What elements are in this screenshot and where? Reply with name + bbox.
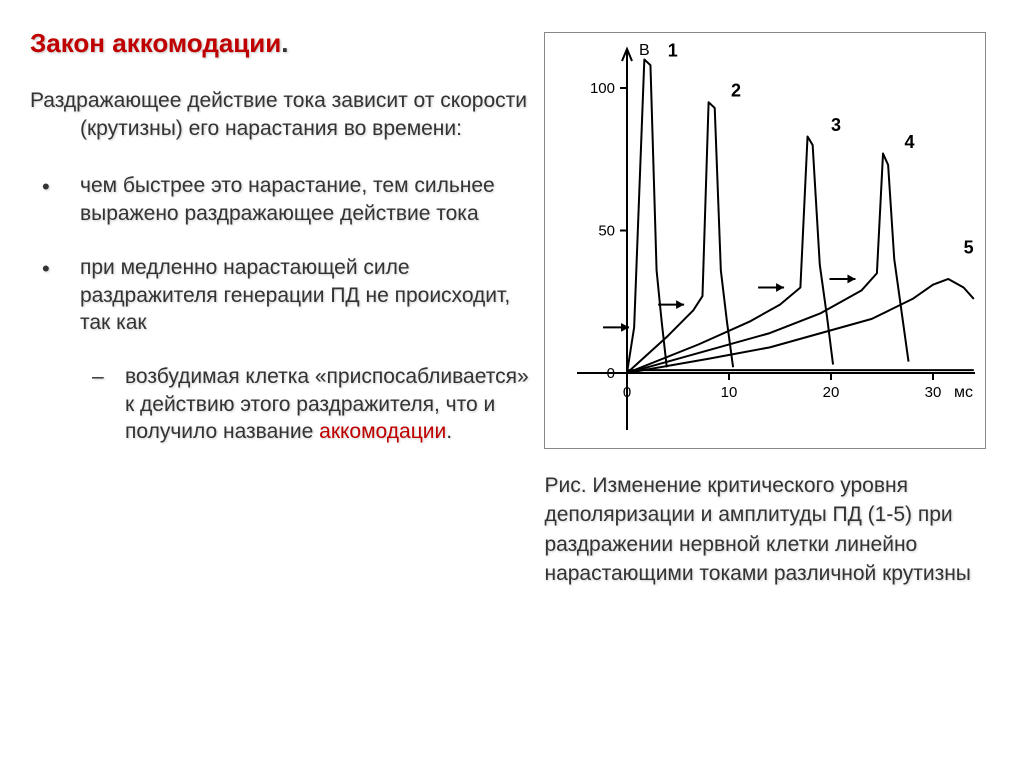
sub-bullet: возбудимая клетка «приспосабливается» к … [30, 363, 534, 446]
svg-text:100: 100 [590, 80, 615, 97]
page-title: Закон аккомодации. [30, 28, 534, 59]
intro-paragraph: Раздражающее действие тока зависит от ск… [30, 87, 534, 142]
title-dot: . [281, 28, 288, 58]
chart-figure: 0 50 100 0 10 20 30 Bмс 1 2 3 4 5 [544, 32, 986, 449]
bullet-2: при медленно нарастающей силе раздражите… [30, 254, 534, 337]
svg-text:B: B [639, 42, 650, 59]
svg-text:50: 50 [599, 223, 616, 240]
figure-caption: Рис. Изменение критического уровня депол… [544, 471, 994, 589]
svg-text:2: 2 [732, 81, 742, 101]
title-text: Закон аккомодации [30, 28, 281, 58]
svg-text:0: 0 [623, 384, 631, 401]
bullet-1: чем быстрее это нарастание, тем сильнее … [30, 172, 534, 227]
sub-accent: аккомодации [319, 420, 446, 443]
svg-text:4: 4 [905, 132, 915, 152]
svg-text:0: 0 [607, 365, 615, 382]
svg-text:1: 1 [668, 41, 678, 61]
svg-text:30: 30 [925, 384, 942, 401]
chart-svg: 0 50 100 0 10 20 30 Bмс 1 2 3 4 5 [545, 33, 985, 448]
svg-text:3: 3 [831, 115, 841, 135]
svg-text:20: 20 [823, 384, 840, 401]
svg-text:5: 5 [964, 237, 974, 257]
sub-dot: . [446, 420, 452, 443]
svg-text:10: 10 [721, 384, 738, 401]
svg-text:мс: мс [954, 384, 973, 401]
